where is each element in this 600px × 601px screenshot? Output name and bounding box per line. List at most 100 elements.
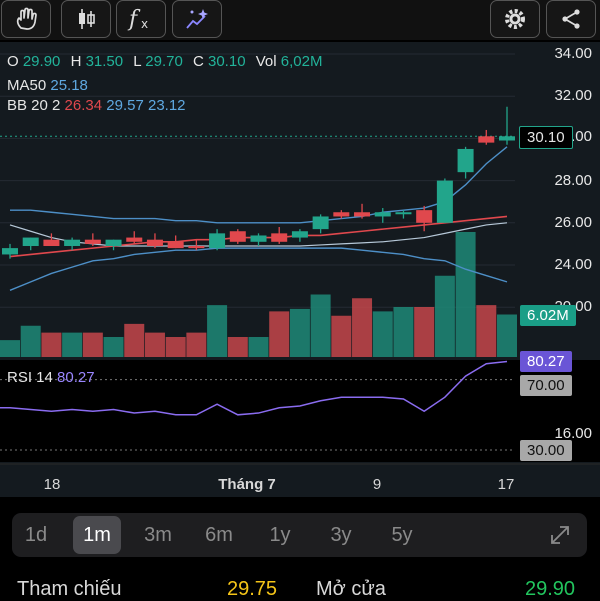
rsi-axis-label: 16.00: [554, 425, 592, 442]
bb-lower-line: [9, 247, 508, 291]
volume-bar: [310, 294, 331, 357]
open-value: 29.90: [22, 53, 61, 70]
volume-bar: [497, 314, 517, 357]
chart-canvas[interactable]: [0, 42, 600, 497]
bb-upper-value: 26.34: [64, 97, 103, 114]
rsi-tag: 80.27: [520, 351, 572, 372]
high-label: H: [70, 53, 82, 70]
svg-text:x: x: [141, 17, 148, 31]
gear-icon: [503, 7, 527, 31]
candle-body: [43, 239, 60, 247]
volume-value: 6,02M: [280, 53, 323, 70]
ohlc-legend: O 29.90 H 31.50 L 29.70 C 30.10 Vol 6,02…: [7, 53, 328, 70]
candle-body: [146, 239, 163, 247]
candle-body: [291, 231, 308, 238]
candle-body: [167, 241, 184, 249]
volume-bar: [455, 232, 476, 357]
volume-bar: [62, 332, 83, 357]
bb-middle-value: 29.57: [106, 97, 144, 114]
bollinger-legend: BB 20 2 26.34 29.57 23.12: [7, 97, 186, 114]
volume-bar: [124, 323, 145, 357]
candle-body: [22, 237, 39, 247]
volume-bar: [476, 305, 497, 357]
candle-body: [188, 246, 205, 249]
volume-tag: 6.02M: [520, 305, 576, 326]
candle-body: [271, 233, 288, 242]
volume-bar: [20, 325, 41, 357]
drawing-tool-button[interactable]: [1, 0, 51, 38]
volume-bar: [248, 337, 269, 357]
candle-body: [333, 212, 350, 217]
volume-bar: [269, 311, 290, 357]
price-axis-label: 26.00: [554, 214, 592, 231]
price-axis-label: 34.00: [554, 45, 592, 62]
candle-body: [436, 180, 453, 223]
volume-bar: [82, 332, 103, 357]
volume-bar: [186, 332, 207, 357]
rsi-upper-tag: 70.00: [520, 375, 572, 396]
candle-body: [105, 239, 122, 247]
bb-label: BB 20 2: [7, 97, 61, 114]
open-label: O: [7, 53, 19, 70]
ai-insight-button[interactable]: [172, 0, 222, 38]
settings-button[interactable]: [490, 0, 540, 38]
rsi-value: 80.27: [57, 369, 95, 386]
high-value: 31.50: [85, 53, 124, 70]
price-axis-label: 28.00: [554, 172, 592, 189]
range-selector: 1d 1m 3m 6m 1y 3y 5y: [12, 513, 587, 557]
price-tag: 30.10: [519, 126, 573, 149]
rsi-lower-tag: 30.00: [520, 440, 572, 461]
candle-body: [374, 212, 391, 217]
candle-body: [126, 237, 143, 242]
candle-body: [64, 239, 81, 247]
candle-body: [2, 248, 18, 255]
rsi-label: RSI 14: [7, 369, 53, 386]
low-value: 29.70: [145, 53, 183, 70]
share-button[interactable]: [546, 0, 596, 38]
volume-bar: [165, 337, 186, 357]
candle-body: [499, 136, 515, 141]
range-1m[interactable]: 1m: [73, 516, 121, 554]
volume-label: Vol: [255, 53, 277, 70]
x-axis-label: 9: [372, 476, 382, 493]
price-axis-label: 24.00: [554, 256, 592, 273]
candle-body: [209, 233, 226, 249]
x-axis-label: Tháng 7: [218, 476, 276, 493]
close-value: 30.10: [208, 53, 246, 70]
candle-body: [478, 136, 495, 143]
candle-body: [250, 235, 267, 242]
range-1y[interactable]: 1y: [269, 523, 291, 546]
ma50-label: MA50: [7, 77, 47, 94]
volume-bar: [331, 315, 352, 357]
volume-bar: [352, 298, 373, 357]
volume-bar: [144, 332, 165, 357]
expand-icon[interactable]: [548, 523, 572, 552]
volume-bar: [207, 305, 228, 357]
candle-body: [354, 212, 371, 217]
range-1d[interactable]: 1d: [24, 523, 48, 546]
open-price-value: 29.90: [525, 578, 576, 600]
close-label: C: [192, 53, 204, 70]
range-6m[interactable]: 6m: [205, 523, 233, 546]
candle-body: [416, 210, 433, 223]
share-icon: [559, 7, 583, 31]
range-3y[interactable]: 3y: [330, 523, 352, 546]
sparkle-chart-icon: [183, 6, 211, 32]
x-axis-label: 17: [497, 476, 515, 493]
range-3m[interactable]: 3m: [144, 523, 172, 546]
chart-type-button[interactable]: [61, 0, 111, 38]
volume-bar: [372, 311, 393, 357]
bb-lower-value: 23.12: [147, 97, 186, 114]
volume-bar: [434, 275, 455, 357]
volume-bar: [0, 340, 20, 357]
ma50-value: 25.18: [50, 77, 88, 94]
range-5y[interactable]: 5y: [391, 523, 413, 546]
hand-wave-icon: [13, 6, 39, 32]
reference-price-label: Tham chiếu: [17, 578, 122, 600]
svg-text:f: f: [127, 7, 141, 32]
reference-price-value: 29.75: [227, 578, 278, 600]
price-axis-label: 32.00: [554, 87, 592, 104]
